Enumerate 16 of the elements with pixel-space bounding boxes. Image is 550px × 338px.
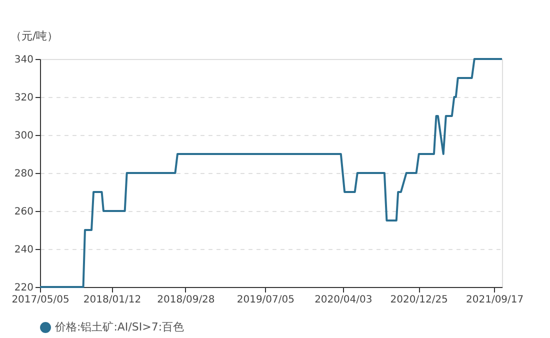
y-tick-label: 300	[14, 130, 34, 142]
y-axis-title: （元/吨）	[10, 30, 58, 42]
x-tick-label: 2020/12/25	[390, 294, 448, 306]
y-tick-label: 340	[14, 54, 34, 66]
y-tick-label: 240	[14, 244, 34, 256]
x-tick-label: 2018/01/12	[83, 294, 142, 306]
y-tick-label: 260	[14, 206, 34, 218]
legend-label: 价格:铝土矿:AI/SI>7:百色	[54, 320, 184, 334]
y-tick-label: 220	[14, 282, 34, 294]
x-tick-label: 2017/05/05	[12, 294, 70, 306]
y-tick-label: 320	[14, 92, 34, 104]
x-tick-label: 2018/09/28	[157, 294, 215, 306]
x-tick-label: 2020/04/03	[314, 294, 372, 306]
x-tick-label: 2021/09/17	[466, 294, 524, 306]
y-tick-label: 280	[14, 168, 34, 180]
x-tick-label: 2019/07/05	[236, 294, 294, 306]
